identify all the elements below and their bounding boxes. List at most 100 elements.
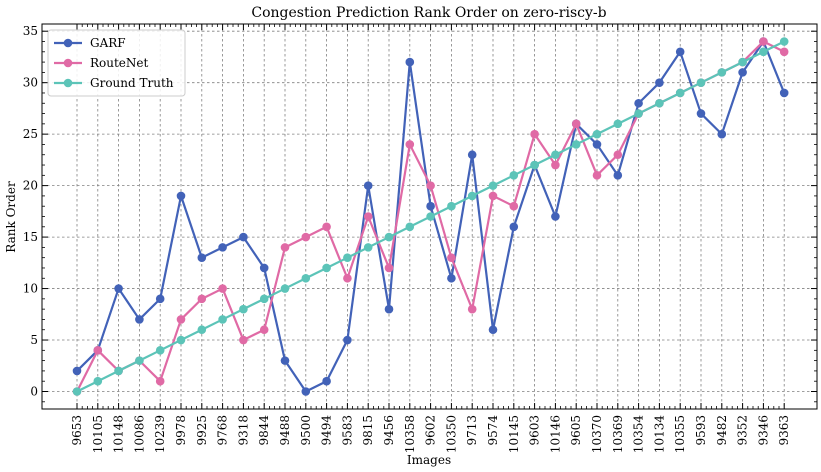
data-point xyxy=(738,68,747,77)
data-point xyxy=(93,376,103,386)
x-tick-label: 10354 xyxy=(632,415,646,454)
x-tick-label: 9593 xyxy=(694,415,708,446)
data-point xyxy=(259,263,269,273)
x-tick-label: 9844 xyxy=(257,415,271,446)
data-point xyxy=(551,160,560,170)
x-tick-label: 9602 xyxy=(424,415,438,446)
data-point xyxy=(551,212,560,221)
data-point xyxy=(738,57,747,67)
data-point xyxy=(530,160,539,170)
data-point xyxy=(779,37,789,46)
data-point xyxy=(176,335,186,345)
axes: 9653 10105 10148 10086 10239 9978 9925 9768 9318… xyxy=(23,24,817,453)
legend-item: GARF xyxy=(54,36,126,50)
data-point xyxy=(488,325,498,335)
data-point xyxy=(467,191,477,201)
data-point xyxy=(426,201,435,211)
data-point xyxy=(114,366,123,376)
data-point xyxy=(176,315,186,324)
x-tick-label: 9488 xyxy=(278,415,292,446)
data-point xyxy=(197,325,207,335)
legend-marker xyxy=(63,78,73,88)
data-point xyxy=(363,181,373,190)
x-tick-label: 9318 xyxy=(236,415,250,446)
data-point xyxy=(405,222,415,232)
series-lines xyxy=(72,37,789,396)
y-tick-label: 35 xyxy=(23,24,38,38)
data-point xyxy=(509,222,519,232)
data-point xyxy=(717,129,727,139)
data-point xyxy=(779,88,789,98)
data-point xyxy=(259,294,269,304)
data-point xyxy=(426,181,435,190)
data-point xyxy=(675,88,685,98)
data-point xyxy=(592,140,602,149)
x-tick-label: 10369 xyxy=(611,415,625,453)
data-point xyxy=(301,387,311,396)
data-point xyxy=(405,140,415,149)
data-point xyxy=(467,150,477,160)
legend: GARF RouteNet Ground Truth xyxy=(47,29,186,97)
data-point xyxy=(363,243,373,252)
x-tick-label: 10148 xyxy=(112,415,126,453)
x-tick-label: 10134 xyxy=(652,415,666,454)
x-tick-label: 9482 xyxy=(715,415,729,446)
legend-label: GARF xyxy=(90,36,126,50)
data-point xyxy=(239,304,248,314)
data-point xyxy=(530,129,539,139)
x-tick-label: 9925 xyxy=(195,415,209,446)
data-point xyxy=(675,47,685,57)
data-point xyxy=(93,346,103,355)
y-tick-label: 0 xyxy=(30,385,38,399)
x-tick-label: 10350 xyxy=(444,415,458,453)
x-tick-label: 9346 xyxy=(756,415,770,446)
data-point xyxy=(571,119,581,129)
data-point xyxy=(405,57,415,67)
legend-item: RouteNet xyxy=(54,56,149,70)
data-point xyxy=(613,171,623,180)
data-point xyxy=(176,191,186,201)
y-tick-label: 20 xyxy=(23,179,38,193)
data-point xyxy=(384,263,394,273)
chart-title: Congestion Prediction Rank Order on zero… xyxy=(251,5,606,21)
data-point xyxy=(447,201,456,211)
data-point xyxy=(135,315,144,324)
data-point xyxy=(114,284,123,293)
data-point xyxy=(259,325,269,335)
data-point xyxy=(155,294,165,304)
x-tick-label: 9605 xyxy=(569,415,583,446)
y-tick-label: 5 xyxy=(30,333,38,347)
data-point xyxy=(280,284,290,293)
data-point xyxy=(280,243,290,252)
legend-item: Ground Truth xyxy=(54,76,174,90)
data-point xyxy=(467,304,477,314)
y-axis-title: Rank Order xyxy=(4,181,18,253)
data-point xyxy=(301,232,311,242)
x-tick-label: 10146 xyxy=(548,415,562,453)
data-point xyxy=(655,78,664,87)
x-tick-label: 9456 xyxy=(382,415,396,446)
data-point xyxy=(613,119,623,129)
x-tick-label: 9815 xyxy=(361,415,375,446)
series-garf xyxy=(72,37,789,396)
data-point xyxy=(384,304,394,314)
x-tick-label: 10145 xyxy=(507,415,521,453)
data-point xyxy=(779,47,789,57)
data-point xyxy=(343,253,352,262)
data-point xyxy=(634,109,643,118)
x-tick-label: 9494 xyxy=(320,415,334,446)
data-point xyxy=(696,109,706,118)
legend-box xyxy=(47,29,186,97)
x-tick-label: 9583 xyxy=(340,415,354,446)
legend-marker xyxy=(63,38,73,48)
data-point xyxy=(218,243,227,252)
data-point xyxy=(488,191,498,201)
x-tick-label: 9978 xyxy=(174,415,188,446)
y-tick-label: 15 xyxy=(23,230,38,244)
x-tick-label: 9768 xyxy=(216,415,230,446)
data-point xyxy=(322,263,331,273)
x-tick-label: 9653 xyxy=(70,415,84,446)
data-point xyxy=(343,273,352,283)
data-point xyxy=(447,273,456,283)
